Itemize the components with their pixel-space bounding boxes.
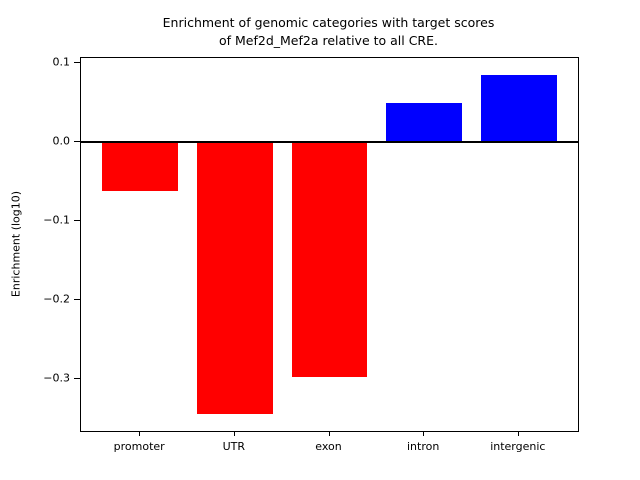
x-tick-label-intron: intron xyxy=(406,440,440,453)
y-tick-label: −0.2 xyxy=(43,292,70,306)
y-tick-mark xyxy=(74,377,80,379)
bar-UTR xyxy=(196,141,273,415)
bar-intron xyxy=(386,102,463,142)
y-tick-mark xyxy=(74,140,80,142)
x-tick-mark xyxy=(517,431,519,436)
y-tick-label: 0.0 xyxy=(52,134,71,148)
chart-title: Enrichment of genomic categories with ta… xyxy=(80,14,577,50)
chart-title-line2: of Mef2d_Mef2a relative to all CRE. xyxy=(218,33,438,49)
x-tick-label-intergenic: intergenic xyxy=(490,440,546,453)
bar-exon xyxy=(291,141,368,377)
x-tick-mark xyxy=(423,431,425,436)
y-tick-label: 0.1 xyxy=(52,55,71,69)
x-tick-mark xyxy=(328,431,330,436)
x-tick-label-exon: exon xyxy=(315,440,342,453)
y-tick-mark xyxy=(74,298,80,300)
y-tick-label: −0.1 xyxy=(43,213,70,227)
chart-title-line1: Enrichment of genomic categories with ta… xyxy=(162,15,495,30)
x-tick-label-UTR: UTR xyxy=(222,440,246,453)
bar-promoter xyxy=(102,141,179,191)
x-tick-mark xyxy=(139,431,141,436)
y-axis-label: Enrichment (log10) xyxy=(9,190,23,298)
y-tick-label: −0.3 xyxy=(43,371,70,385)
y-tick-mark xyxy=(74,62,80,64)
x-tick-label-promoter: promoter xyxy=(113,440,165,453)
plot-area xyxy=(80,57,579,432)
y-tick-mark xyxy=(74,219,80,221)
x-tick-mark xyxy=(233,431,235,436)
zero-line xyxy=(81,140,578,143)
bar-intergenic xyxy=(480,74,557,142)
